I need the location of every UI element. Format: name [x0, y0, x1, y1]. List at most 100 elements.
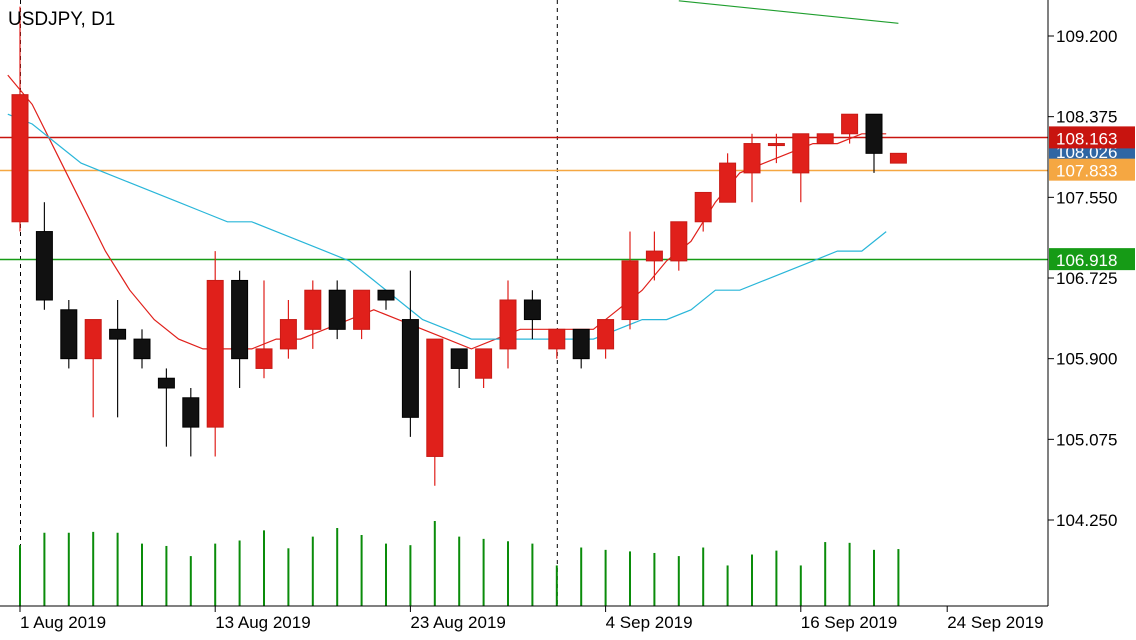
- period-separators: [20, 0, 558, 606]
- candle-0: [11, 6, 29, 232]
- candle-9: [231, 270, 249, 388]
- candle-7: [182, 388, 200, 457]
- horizontal-line-label-1: 107.833: [1056, 162, 1117, 181]
- candle-14: [353, 289, 371, 340]
- candle-body: [377, 289, 395, 301]
- candle-body: [865, 113, 883, 154]
- candle-body: [60, 309, 78, 360]
- candle-28: [694, 191, 712, 232]
- candle-body: [719, 162, 737, 203]
- candle-11: [279, 300, 297, 359]
- candle-23: [572, 328, 590, 369]
- y-tick-label: 109.200: [1056, 27, 1117, 46]
- candle-25: [621, 231, 639, 330]
- candle-body: [11, 94, 29, 223]
- x-tick-label: 16 Sep 2019: [801, 613, 897, 632]
- moving-averages: [7, 74, 887, 350]
- candle-18: [450, 348, 468, 388]
- candle-body: [109, 328, 127, 340]
- candle-19: [475, 348, 493, 388]
- horizontal-line-label-1-bg: [1049, 158, 1135, 181]
- y-tick-label: 105.075: [1056, 430, 1117, 449]
- candle-24: [597, 319, 615, 359]
- candle-21: [523, 290, 541, 340]
- volume-bars: [19, 521, 900, 606]
- candle-body: [35, 231, 53, 301]
- candle-17: [426, 338, 444, 486]
- x-tick-label: 4 Sep 2019: [606, 613, 693, 632]
- candle-body: [572, 328, 590, 360]
- moving-average-line-0: [7, 74, 887, 350]
- candle-body: [231, 279, 249, 360]
- x-tick-label: 24 Sep 2019: [947, 613, 1043, 632]
- x-tick-label: 1 Aug 2019: [20, 613, 106, 632]
- candle-body: [353, 289, 371, 330]
- candle-body: [255, 348, 273, 369]
- candle-29: [719, 153, 737, 203]
- candle-body: [743, 143, 761, 174]
- candle-16: [401, 270, 419, 437]
- candle-body: [499, 299, 517, 350]
- candle-2: [60, 300, 78, 369]
- candle-body: [841, 113, 859, 135]
- y-tick-label: 104.250: [1056, 511, 1117, 530]
- chart-title: USDJPY, D1: [8, 9, 115, 30]
- candle-body: [597, 319, 615, 350]
- candle-10: [255, 280, 273, 379]
- candle-32: [792, 133, 810, 203]
- y-tick-label: 108.375: [1056, 108, 1117, 127]
- candle-body: [182, 397, 200, 428]
- candle-6: [157, 368, 175, 447]
- candle-4: [109, 300, 127, 418]
- candle-body: [450, 348, 468, 369]
- y-tick-label: 106.725: [1056, 269, 1117, 288]
- candle-22: [548, 328, 566, 359]
- candle-body: [328, 289, 346, 330]
- candle-body: [523, 299, 541, 321]
- y-tick-label: 105.900: [1056, 350, 1117, 369]
- candle-20: [499, 280, 517, 369]
- candle-body: [645, 250, 663, 262]
- candle-body: [767, 143, 785, 147]
- candle-body: [401, 319, 419, 418]
- moving-average-line-1: [7, 113, 887, 340]
- axes: [0, 0, 1049, 607]
- candle-15: [377, 289, 395, 310]
- candle-body: [84, 319, 102, 360]
- candle-body: [157, 377, 175, 389]
- trend-line[interactable]: [678, 0, 899, 24]
- candle-body: [206, 279, 224, 428]
- candle-body: [694, 191, 712, 223]
- candle-body: [133, 338, 151, 360]
- candle-1: [35, 202, 53, 310]
- candle-body: [548, 328, 566, 350]
- x-tick-label: 23 Aug 2019: [410, 613, 505, 632]
- y-tick-label: 107.550: [1056, 188, 1117, 207]
- candle-body: [475, 348, 493, 379]
- candle-body: [426, 338, 444, 457]
- candle-35: [865, 113, 883, 173]
- candle-31: [767, 133, 785, 164]
- candlesticks: [11, 6, 907, 486]
- horizontal-line-label-0: 108.163: [1056, 129, 1117, 148]
- candle-36: [889, 152, 907, 164]
- candle-3: [84, 319, 102, 418]
- candle-body: [889, 152, 907, 164]
- candle-13: [328, 280, 346, 340]
- y-axis-ticks: 109.200 108.375 107.550 106.725 105.900 105.0…: [1048, 27, 1117, 530]
- candle-34: [841, 113, 859, 144]
- candle-body: [304, 289, 322, 330]
- horizontal-line-label-0-bg: [1049, 126, 1135, 149]
- horizontal-line-label-2: 106.918: [1056, 251, 1117, 270]
- candle-30: [743, 133, 761, 203]
- candle-body: [621, 260, 639, 321]
- x-tick-label: 13 Aug 2019: [215, 613, 310, 632]
- candle-26: [645, 231, 663, 281]
- horizontal-line-label-2-bg: [1049, 248, 1135, 271]
- trend-line-segment: [678, 0, 899, 24]
- candle-body: [792, 133, 810, 174]
- candle-27: [670, 221, 688, 271]
- x-axis-ticks: 1 Aug 2019 13 Aug 2019 23 Aug 2019 4 Sep 20…: [19, 606, 1044, 632]
